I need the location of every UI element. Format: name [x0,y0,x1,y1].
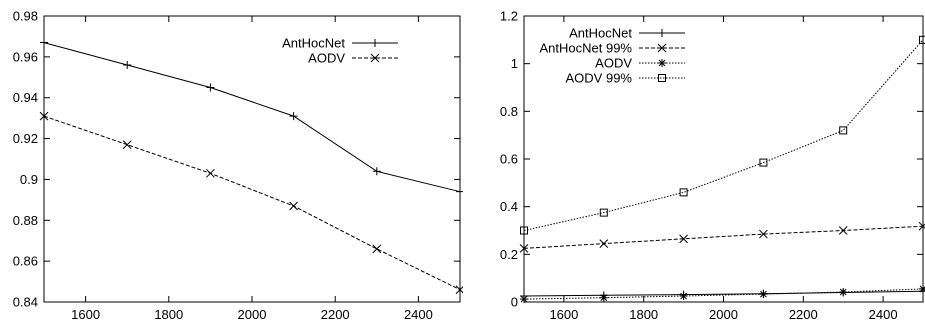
x-tick-label: 1800 [154,307,183,322]
data-point [519,244,529,253]
x-tick-label: 2400 [869,307,898,322]
plot-frame [523,15,924,303]
series-3 [520,35,925,235]
y-tick-label: 1 [511,56,518,71]
y-tick-label: 0.2 [500,247,518,262]
y-tick-label: 0.86 [13,254,38,269]
series-0 [520,287,925,301]
data-point [679,234,688,244]
data-point [122,140,132,150]
series-2 [520,284,925,304]
legend-label: AODV [308,51,345,66]
data-point [456,187,463,196]
x-tick-label: 1600 [71,307,100,322]
legend-marker [370,53,380,63]
data-point [919,284,925,293]
data-point [759,290,768,299]
series-line [523,288,924,300]
x-tick-label: 2000 [709,307,738,322]
legend-marker [658,74,666,82]
data-point [40,38,48,47]
series-line [43,115,461,291]
data-point [599,208,608,217]
y-tick-label: 0.6 [500,152,518,167]
y-tick-label: 0.94 [13,90,38,105]
data-point [520,295,528,304]
chart-left: 1600 1800 2000 2200 2400 0.84 0.86 0.88 0.9 0.92 0… [13,9,463,322]
legend-marker [657,43,667,53]
legend-marker [658,29,666,37]
x-tick-label: 2000 [238,307,267,322]
data-point [759,229,768,239]
series-line [523,39,924,231]
data-point [759,158,768,167]
legend-label: AntHocNet [282,36,345,51]
y-tick-label: 0.8 [500,104,518,119]
series-0 [40,38,463,196]
series-1 [39,111,463,295]
data-point [123,61,132,70]
y-tick-label: 0.98 [13,9,38,24]
series-line [523,290,924,297]
y-tick-label: 0.84 [13,295,38,310]
y-tick-label: 0.88 [13,213,38,228]
data-point [455,285,463,295]
data-point [599,293,608,302]
data-point [679,292,688,301]
legend-label: AODV 99% [566,71,633,86]
chart-right: 1600 1800 2000 2200 2400 0 0.2 0.4 0.6 0.8 1 1.2 Ant… [500,9,925,322]
series-line [523,225,924,249]
data-point [919,35,925,44]
data-point [838,226,848,235]
x-tick-label: 1600 [549,307,578,322]
data-point [206,168,215,178]
x-tick-label: 2200 [789,307,818,322]
data-point [839,126,848,135]
legend-label: AODV [595,56,632,71]
data-point [918,221,925,231]
y-tick-label: 0.9 [20,172,38,187]
x-tick-label: 2400 [404,307,433,322]
data-point [372,167,381,176]
data-point [599,239,609,248]
data-point [39,111,49,121]
y-tick-label: 1.2 [500,9,518,24]
data-point [520,226,528,235]
series-line [43,42,461,193]
data-point [206,83,215,92]
data-point [372,244,382,254]
y-tick-label: 0.92 [13,131,38,146]
x-tick-label: 2200 [321,307,350,322]
x-tick-label: 1800 [629,307,658,322]
y-tick-label: 0.4 [500,199,518,214]
legend-label: AntHocNet 99% [540,41,633,56]
legend-label: AntHocNet [569,26,632,41]
data-point [289,112,298,121]
y-tick-label: 0.96 [13,49,38,64]
y-tick-label: 0 [511,295,518,310]
data-point [289,201,298,211]
legend-marker [658,59,666,67]
data-point [839,287,848,296]
series-1 [519,221,925,253]
data-point [679,188,688,197]
legend-marker [371,39,379,47]
